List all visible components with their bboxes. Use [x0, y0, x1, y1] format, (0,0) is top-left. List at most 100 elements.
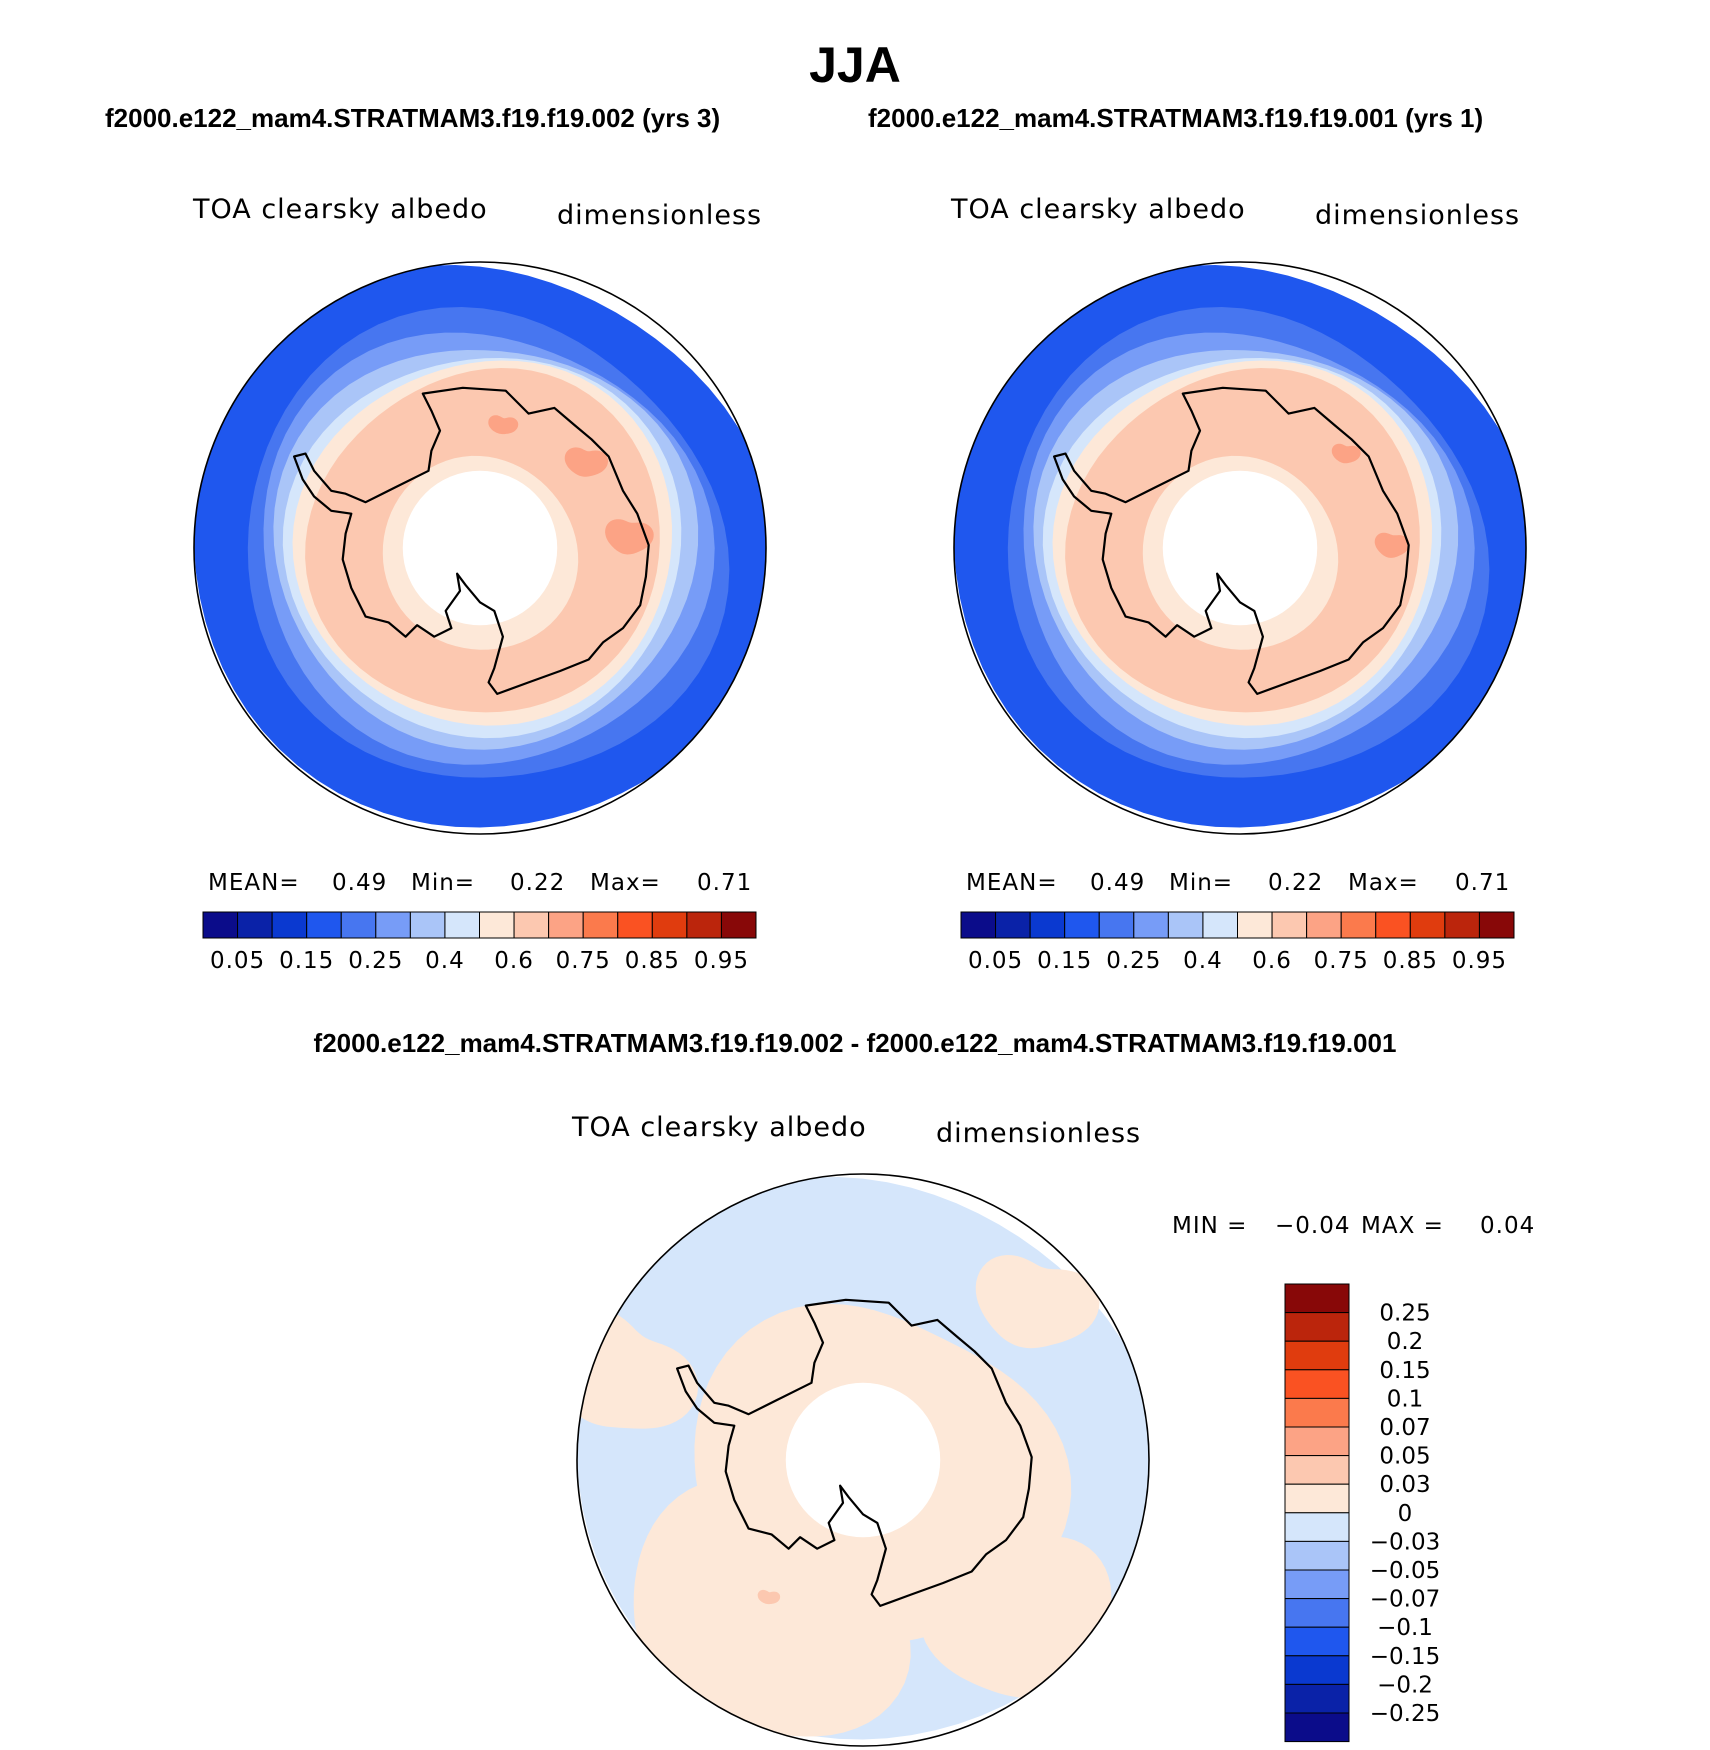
colorbar-swatch [1284, 1369, 1350, 1399]
panel3-variable-label: TOA clearsky albedo [572, 1112, 867, 1143]
colorbar-swatch [1237, 911, 1273, 939]
panel2-units-label: dimensionless [1315, 200, 1521, 231]
contour-patch [488, 415, 519, 435]
colorbar-tick-label: 0.05 [1379, 1444, 1430, 1470]
colorbar-swatch [1284, 1397, 1350, 1428]
colorbar-tick-label: 0.4 [425, 948, 465, 974]
colorbar-swatch [1284, 1569, 1350, 1600]
colorbar-swatch [1284, 1626, 1350, 1657]
colorbar-swatch [548, 911, 584, 939]
panel1-mean-value: 0.49 [332, 870, 388, 896]
antarctica-coastline [293, 386, 650, 695]
colorbar-tick-label: 0.85 [1383, 948, 1438, 974]
colorbar-tick-label: 0.07 [1379, 1415, 1430, 1441]
colorbar-tick-label: 0.05 [210, 948, 265, 974]
colorbar-swatch [1167, 911, 1204, 939]
colorbar-swatch [1284, 1712, 1350, 1743]
colorbar-swatch [1271, 911, 1308, 939]
colorbar-swatch [271, 911, 308, 939]
panel3-units-label: dimensionless [936, 1118, 1142, 1149]
panel1-min-value: 0.22 [510, 870, 566, 896]
contour-patch [975, 1255, 1100, 1349]
colorbar-tick-label: 0.85 [625, 948, 680, 974]
colorbar-3: 0.250.2 0.150.1 0.07 0.050.03 0−0.03 −0.05 −0.… [1284, 1283, 1440, 1743]
colorbar-swatch [1284, 1655, 1350, 1685]
panel2-max-value: 0.71 [1455, 870, 1511, 896]
colorbar-swatch [237, 911, 273, 939]
colorbar-tick-label: 0.15 [1379, 1358, 1430, 1384]
subtitle-right: f2000.e122_mam4.STRATMAM3.f19.f19.001 (y… [868, 103, 1484, 133]
panel1-mean-label: MEAN= [208, 870, 300, 896]
polar-hole [1162, 470, 1318, 626]
colorbar-swatch [1284, 1312, 1350, 1342]
colorbar-tick-label: −0.07 [1370, 1587, 1440, 1613]
colorbar-swatch [720, 911, 757, 939]
colorbar-tick-label: 0.25 [1106, 948, 1161, 974]
panel2-mean-value: 0.49 [1090, 870, 1146, 896]
map-border [193, 261, 767, 835]
diff-title: f2000.e122_mam4.STRATMAM3.f19.f19.002 - … [313, 1028, 1397, 1058]
colorbar-tick-label: −0.1 [1377, 1615, 1433, 1641]
colorbar-swatch [306, 911, 342, 939]
colorbar-swatch [1284, 1540, 1350, 1571]
panel2-variable-label: TOA clearsky albedo [951, 194, 1246, 225]
colorbar-swatch [1284, 1483, 1350, 1514]
colorbar-swatch [375, 911, 411, 939]
contour-patch [919, 1536, 1112, 1698]
colorbar-tick-label: 0.05 [968, 948, 1023, 974]
polar-hole [402, 470, 558, 626]
colorbar-swatch [444, 911, 480, 939]
contour-patch [1374, 532, 1410, 558]
colorbar-tick-label: 0.6 [494, 948, 534, 974]
colorbar-1: 0.05 0.15 0.25 0.4 0.6 0.75 0.85 0.95 [202, 911, 757, 974]
panel2-mean-label: MEAN= [966, 870, 1058, 896]
colorbar-swatch [582, 911, 619, 939]
colorbar-swatch [1202, 911, 1238, 939]
colorbar-swatch [1029, 911, 1066, 939]
colorbar-swatch [513, 911, 550, 939]
panel3-max-label: MAX = [1361, 1213, 1444, 1239]
panel1-max-label: Max= [590, 870, 661, 896]
antarctica-coastline [676, 1298, 1033, 1607]
contour-patch [757, 1589, 781, 1605]
colorbar-swatch [1284, 1340, 1350, 1371]
polar-hole [785, 1382, 941, 1538]
panel1-units-label: dimensionless [557, 200, 763, 231]
contour-patch [633, 1479, 911, 1737]
map-panel-1 [193, 261, 767, 835]
colorbar-tick-label: −0.2 [1377, 1672, 1433, 1698]
colorbar-swatch [1306, 911, 1342, 939]
colorbar-swatch [1340, 911, 1377, 939]
colorbar-tick-label: 0.1 [1387, 1386, 1424, 1412]
colorbar-swatch [409, 911, 446, 939]
colorbar-swatch [202, 911, 239, 939]
colorbar-swatch [1284, 1512, 1350, 1542]
colorbar-swatch [1409, 911, 1446, 939]
panel2-max-label: Max= [1348, 870, 1419, 896]
colorbar-swatch [1284, 1426, 1350, 1457]
panel3-min-label: MIN = [1172, 1213, 1248, 1239]
page-title: JJA [809, 37, 901, 93]
colorbar-swatch [1478, 911, 1515, 939]
colorbar-swatch [1284, 1598, 1350, 1628]
colorbar-2: 0.05 0.15 0.25 0.4 0.6 0.75 0.85 0.95 [960, 911, 1515, 974]
colorbar-swatch [960, 911, 997, 939]
colorbar-tick-label: −0.05 [1370, 1558, 1440, 1584]
colorbar-tick-label: 0.25 [1379, 1301, 1430, 1327]
colorbar-tick-label: 0.03 [1379, 1472, 1430, 1498]
colorbar-tick-label: 0.6 [1252, 948, 1292, 974]
colorbar-tick-label: 0.25 [348, 948, 403, 974]
colorbar-tick-label: 0 [1398, 1501, 1413, 1527]
contour-patch [564, 447, 608, 477]
colorbar-swatch [1133, 911, 1169, 939]
map-panel-2 [953, 261, 1527, 835]
panel2-min-label: Min= [1169, 870, 1234, 896]
map-border [953, 261, 1527, 835]
colorbar-swatch [1444, 911, 1480, 939]
antarctica-coastline [1053, 386, 1410, 695]
map-border [576, 1173, 1150, 1747]
colorbar-tick-label: 0.95 [1452, 948, 1507, 974]
colorbar-tick-label: −0.15 [1370, 1644, 1440, 1670]
panel3-min-value: −0.04 [1275, 1213, 1351, 1239]
